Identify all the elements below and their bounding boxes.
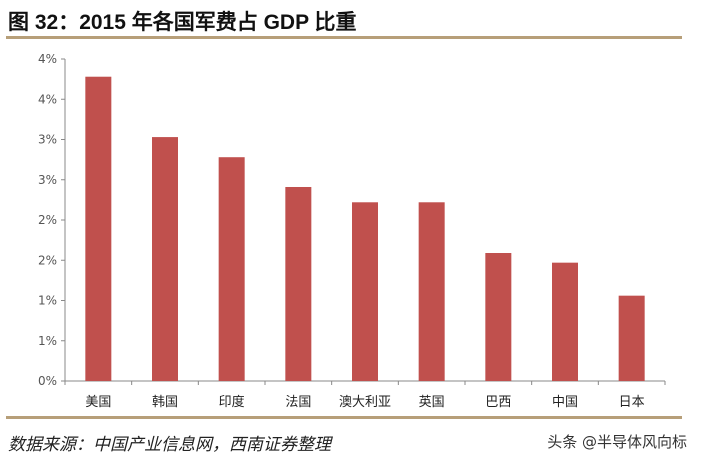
top-divider xyxy=(6,36,682,39)
x-tick-label: 法国 xyxy=(285,395,311,410)
x-tick-label: 日本 xyxy=(619,395,645,410)
y-tick-label: 1% xyxy=(38,294,57,308)
x-tick-label: 英国 xyxy=(419,395,445,410)
x-tick-label: 澳大利亚 xyxy=(339,394,391,410)
x-tick-label: 中国 xyxy=(552,395,578,410)
bar-7 xyxy=(552,262,578,381)
y-tick-label: 1% xyxy=(38,334,57,348)
figure-title: 图 32：2015 年各国军费占 GDP 比重 xyxy=(8,11,357,34)
bar-3 xyxy=(285,186,312,381)
x-tick-label: 韩国 xyxy=(152,395,178,410)
y-tick-label: 2% xyxy=(38,253,57,267)
watermark: 头条 @半导体风向标 xyxy=(547,433,687,451)
x-tick-label: 印度 xyxy=(219,394,245,410)
bar-1 xyxy=(152,137,178,381)
bar-8 xyxy=(618,295,645,381)
y-tick-label: 2% xyxy=(38,213,57,227)
bar-5 xyxy=(418,202,445,381)
bar-0 xyxy=(85,76,112,382)
y-tick-label: 3% xyxy=(38,133,57,147)
source-note: 数据来源：中国产业信息网，西南证券整理 xyxy=(8,435,331,455)
y-tick-label: 4% xyxy=(38,92,57,106)
y-tick-label: 4% xyxy=(38,52,57,66)
x-tick-label: 巴西 xyxy=(485,395,511,410)
bar-6 xyxy=(485,253,512,381)
y-tick-label: 3% xyxy=(38,173,57,187)
bar-2 xyxy=(218,157,245,381)
x-tick-label: 美国 xyxy=(85,395,111,410)
y-tick-label: 0% xyxy=(38,374,57,388)
bar-4 xyxy=(352,202,378,381)
bottom-divider xyxy=(6,416,682,419)
